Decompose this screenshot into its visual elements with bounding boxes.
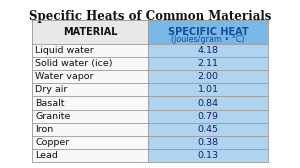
Text: 0.13: 0.13 xyxy=(197,151,219,160)
Bar xyxy=(148,110,268,123)
Bar xyxy=(32,57,148,70)
Bar xyxy=(32,136,148,149)
Text: Copper: Copper xyxy=(35,138,69,147)
Text: 0.38: 0.38 xyxy=(197,138,219,147)
Text: Basalt: Basalt xyxy=(35,98,64,108)
Text: (Joules/gram • °C): (Joules/gram • °C) xyxy=(171,35,245,44)
Text: 2.11: 2.11 xyxy=(197,59,218,68)
Bar xyxy=(148,96,268,110)
Text: Water vapor: Water vapor xyxy=(35,72,94,81)
Text: SPECIFIC HEAT: SPECIFIC HEAT xyxy=(168,27,248,37)
Bar xyxy=(148,83,268,96)
Bar xyxy=(148,57,268,70)
Bar xyxy=(32,20,148,44)
Text: 0.84: 0.84 xyxy=(197,98,218,108)
Bar xyxy=(148,44,268,57)
Text: Specific Heats of Common Materials: Specific Heats of Common Materials xyxy=(29,10,271,23)
Bar xyxy=(32,83,148,96)
Text: Granite: Granite xyxy=(35,112,70,121)
Text: 1.01: 1.01 xyxy=(197,85,218,94)
Bar xyxy=(148,123,268,136)
Bar xyxy=(32,149,148,162)
Bar xyxy=(32,110,148,123)
Bar xyxy=(148,149,268,162)
Text: Solid water (ice): Solid water (ice) xyxy=(35,59,112,68)
Bar xyxy=(32,44,148,57)
Bar xyxy=(32,123,148,136)
Text: Iron: Iron xyxy=(35,125,53,134)
Text: 2.00: 2.00 xyxy=(197,72,218,81)
Text: 4.18: 4.18 xyxy=(197,46,218,55)
Text: MATERIAL: MATERIAL xyxy=(63,27,117,37)
Bar xyxy=(148,20,268,44)
Text: Dry air: Dry air xyxy=(35,85,68,94)
Text: Liquid water: Liquid water xyxy=(35,46,94,55)
Text: Lead: Lead xyxy=(35,151,58,160)
Bar xyxy=(32,96,148,110)
Text: 0.45: 0.45 xyxy=(197,125,218,134)
Text: 0.79: 0.79 xyxy=(197,112,218,121)
Bar xyxy=(148,136,268,149)
Bar xyxy=(148,70,268,83)
Bar xyxy=(32,70,148,83)
